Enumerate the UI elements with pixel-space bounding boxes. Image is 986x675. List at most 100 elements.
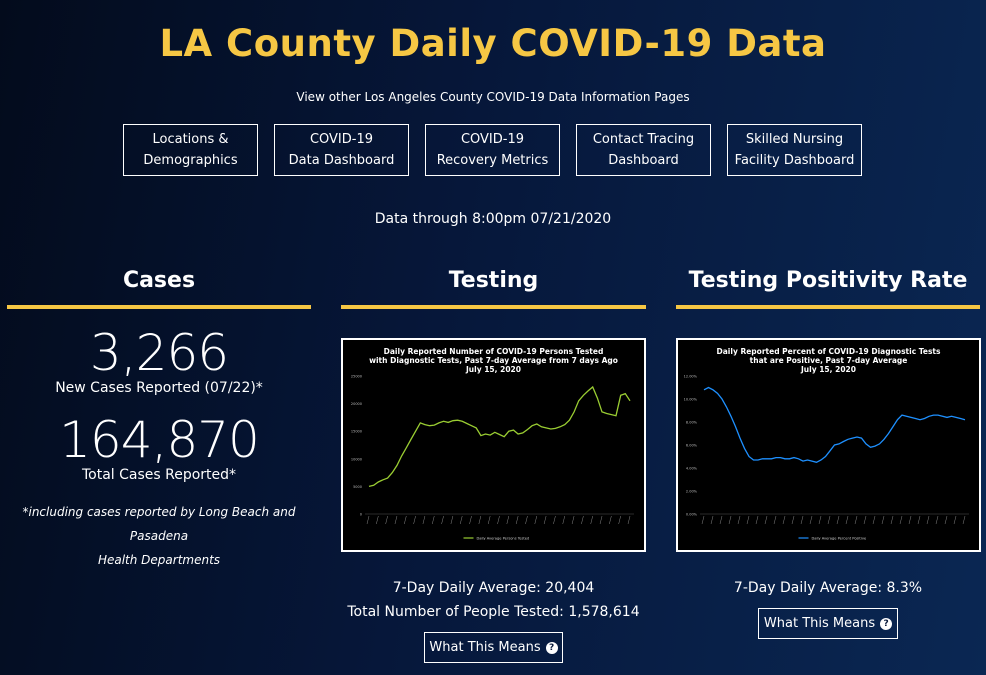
series-line bbox=[368, 385, 631, 488]
x-tick-mark bbox=[599, 515, 603, 525]
page-title: LA County Daily COVID-19 Data bbox=[159, 22, 827, 65]
x-tick-mark bbox=[737, 515, 741, 525]
y-tick-label: 0.00% bbox=[686, 513, 698, 517]
x-tick-mark bbox=[571, 515, 575, 525]
positivity-average: 7-Day Daily Average: 8.3% bbox=[733, 580, 923, 596]
x-tick-mark bbox=[459, 515, 463, 525]
x-tick-mark bbox=[836, 515, 840, 525]
x-tick-mark bbox=[618, 515, 621, 525]
positivity-what-this-means-label: What This Means bbox=[763, 616, 876, 631]
y-tick-label: 20000 bbox=[351, 402, 362, 406]
x-tick-mark bbox=[827, 515, 831, 525]
nav-recovery-metrics-button[interactable]: COVID-19 Recovery Metrics bbox=[425, 124, 560, 176]
x-tick-mark bbox=[590, 515, 593, 525]
y-tick-label: 4.00% bbox=[686, 467, 698, 471]
testing-chart: Daily Reported Number of COVID-19 Person… bbox=[341, 338, 646, 552]
x-tick-mark bbox=[773, 515, 777, 525]
total-cases-label: Total Cases Reported* bbox=[81, 467, 237, 483]
legend-label: Daily Average Percent Positive bbox=[812, 537, 867, 541]
chart-title-line: July 15, 2020 bbox=[465, 365, 521, 374]
x-tick-mark bbox=[755, 515, 759, 525]
x-tick-mark bbox=[404, 515, 407, 525]
x-tick-mark bbox=[782, 515, 786, 525]
chart-title-line: with Diagnostic Tests, Past 7-day Averag… bbox=[369, 356, 618, 365]
x-tick-mark bbox=[394, 515, 398, 525]
cases-footnote: *including cases reported by Long Beach … bbox=[7, 500, 311, 572]
y-tick-label: 15000 bbox=[351, 430, 362, 434]
x-tick-mark bbox=[917, 515, 921, 525]
legend-label: Daily Average Persons Tested bbox=[477, 537, 530, 541]
x-tick-mark bbox=[710, 515, 714, 525]
x-tick-mark bbox=[701, 515, 705, 525]
x-tick-mark bbox=[581, 515, 584, 525]
chart-title-line: Daily Reported Percent of COVID-19 Diagn… bbox=[717, 347, 941, 356]
x-tick-mark bbox=[385, 515, 388, 525]
question-circle-icon: ? bbox=[880, 617, 893, 630]
x-tick-mark bbox=[764, 515, 768, 525]
x-tick-mark bbox=[944, 515, 948, 525]
y-tick-label: 10.00% bbox=[684, 398, 698, 402]
cases-heading: Cases bbox=[7, 268, 311, 309]
series-line bbox=[703, 386, 966, 463]
x-tick-mark bbox=[953, 515, 957, 525]
x-tick-mark bbox=[818, 515, 822, 525]
positivity-chart: Daily Reported Percent of COVID-19 Diagn… bbox=[676, 338, 981, 552]
x-tick-mark bbox=[432, 515, 435, 525]
x-tick-mark bbox=[487, 515, 491, 525]
total-cases-value: 164,870 bbox=[59, 411, 260, 469]
x-tick-mark bbox=[962, 515, 966, 525]
testing-chart-svg: Daily Reported Number of COVID-19 Person… bbox=[351, 347, 634, 541]
x-tick-mark bbox=[376, 515, 379, 525]
x-tick-mark bbox=[935, 515, 939, 525]
y-tick-label: 2.00% bbox=[686, 490, 698, 494]
x-tick-mark bbox=[441, 515, 444, 525]
x-tick-mark bbox=[627, 515, 631, 525]
positivity-heading: Testing Positivity Rate bbox=[676, 268, 980, 309]
testing-what-this-means-label: What This Means bbox=[429, 640, 541, 655]
nav-contact-tracing-button[interactable]: Contact Tracing Dashboard bbox=[576, 124, 711, 176]
x-tick-mark bbox=[800, 515, 804, 525]
y-tick-label: 5000 bbox=[353, 485, 362, 489]
positivity-chart-svg: Daily Reported Percent of COVID-19 Diagn… bbox=[684, 347, 969, 541]
testing-heading: Testing bbox=[341, 268, 646, 309]
chart-title-line: July 15, 2020 bbox=[800, 365, 856, 374]
new-cases-label: New Cases Reported (07/22)* bbox=[55, 380, 263, 396]
question-circle-icon: ? bbox=[545, 641, 558, 654]
x-tick-mark bbox=[478, 515, 482, 525]
x-tick-mark bbox=[863, 515, 867, 525]
x-tick-mark bbox=[908, 515, 912, 525]
y-tick-label: 12.00% bbox=[684, 375, 698, 379]
nav-skilled-nursing-button[interactable]: Skilled Nursing Facility Dashboard bbox=[727, 124, 862, 176]
x-tick-mark bbox=[469, 515, 472, 525]
x-tick-mark bbox=[854, 515, 858, 525]
nav-data-dashboard-button[interactable]: COVID-19 Data Dashboard bbox=[274, 124, 409, 176]
testing-total: Total Number of People Tested: 1,578,614 bbox=[347, 604, 640, 620]
x-tick-mark bbox=[562, 515, 565, 525]
cases-column: Cases 3,266 New Cases Reported (07/22)* … bbox=[7, 268, 311, 572]
new-cases-value: 3,266 bbox=[89, 324, 229, 382]
x-tick-mark bbox=[845, 515, 849, 525]
y-tick-label: 8.00% bbox=[686, 421, 698, 425]
x-tick-mark bbox=[872, 515, 876, 525]
x-tick-mark bbox=[553, 515, 556, 525]
testing-average: 7-Day Daily Average: 20,404 bbox=[392, 580, 595, 596]
x-tick-mark bbox=[534, 515, 538, 525]
chart-title-line: Daily Reported Number of COVID-19 Person… bbox=[384, 347, 604, 356]
x-tick-mark bbox=[422, 515, 426, 525]
testing-column: Testing bbox=[341, 268, 646, 309]
x-tick-mark bbox=[609, 515, 612, 525]
x-tick-mark bbox=[506, 515, 510, 525]
data-through-text: Data through 8:00pm 07/21/2020 bbox=[374, 211, 612, 227]
x-tick-mark bbox=[728, 515, 732, 525]
y-tick-label: 25000 bbox=[351, 375, 362, 379]
x-tick-mark bbox=[746, 515, 750, 525]
positivity-column: Testing Positivity Rate bbox=[676, 268, 980, 309]
nav-locations-demographics-button[interactable]: Locations & Demographics bbox=[123, 124, 258, 176]
x-tick-mark bbox=[890, 515, 894, 525]
x-tick-mark bbox=[366, 515, 370, 525]
positivity-what-this-means-button[interactable]: What This Means ? bbox=[758, 608, 898, 639]
testing-what-this-means-button[interactable]: What This Means ? bbox=[424, 632, 563, 663]
footnote-line-1: *including cases reported by Long Beach … bbox=[22, 505, 296, 543]
other-pages-subtitle: View other Los Angeles County COVID-19 D… bbox=[296, 90, 690, 104]
x-tick-mark bbox=[926, 515, 930, 525]
